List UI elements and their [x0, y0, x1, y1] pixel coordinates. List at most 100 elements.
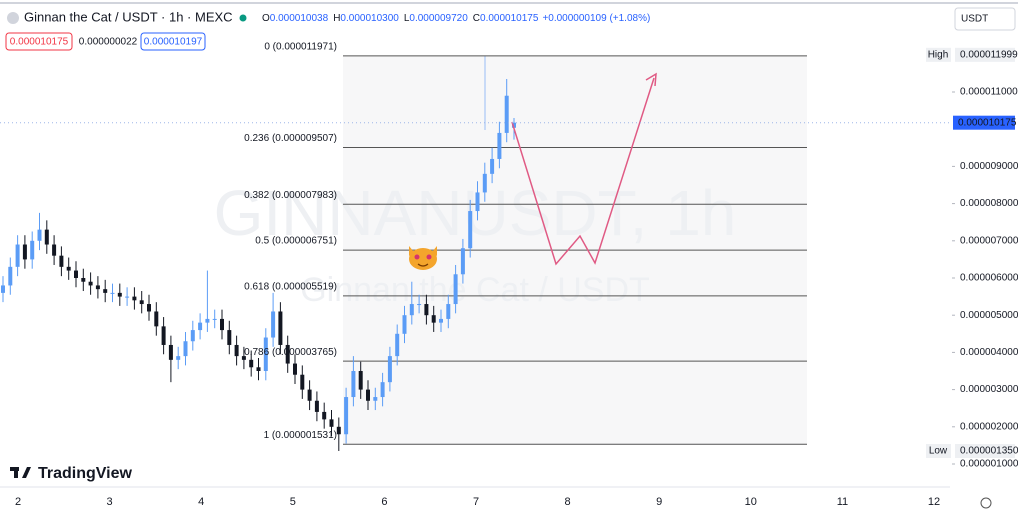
- price-tick-label: 0.000005000: [960, 310, 1018, 321]
- watermark-title: GINNANUSDT, 1h: [214, 177, 737, 249]
- price-tick-label: 0.000008000: [960, 198, 1018, 209]
- candle-body: [227, 330, 232, 345]
- logo-text: TradingView: [38, 465, 133, 482]
- time-label: 10: [745, 496, 757, 508]
- candle-body: [468, 211, 473, 249]
- ohlc-key: C: [473, 13, 480, 24]
- candle-body: [220, 318, 224, 331]
- candle-body: [373, 397, 378, 401]
- ohlc-key: O: [262, 13, 270, 24]
- candle-body: [344, 397, 349, 435]
- ohlc-change: +0.000000109 (+1.08%): [542, 13, 650, 24]
- ohlc-value: 0.000009720: [409, 13, 468, 24]
- candle-body: [1, 285, 5, 293]
- settings-icon[interactable]: [980, 497, 992, 509]
- candle-body: [176, 356, 181, 360]
- candle-body: [117, 292, 122, 297]
- watermark-subtitle: Ginnan the Cat / USDT: [300, 271, 650, 309]
- currency: USDT: [961, 14, 988, 25]
- time-label: 12: [928, 496, 940, 508]
- price-tick-label: 0.000011000: [960, 87, 1018, 98]
- price-tick-label: 0.000006000: [960, 273, 1018, 284]
- price-tick-label: 0.000007000: [960, 235, 1018, 246]
- cat-icon: [409, 246, 437, 270]
- candle-body: [81, 278, 86, 282]
- projection-path: [511, 77, 655, 266]
- spread: 0.000000022: [79, 37, 138, 48]
- candle-body: [351, 371, 356, 398]
- time-label: 6: [381, 496, 387, 508]
- high-name-box: [926, 47, 951, 62]
- candle-body: [249, 359, 254, 368]
- candle-body: [490, 158, 495, 174]
- price-tick-label: 0.000002000: [960, 421, 1018, 432]
- market-status: [239, 14, 247, 22]
- fib-label: 1 (0.000001531): [264, 430, 337, 441]
- candle-body: [168, 344, 173, 360]
- candle-body: [366, 389, 370, 401]
- candle-body: [44, 229, 49, 245]
- candle-body: [132, 296, 137, 301]
- candle-body: [22, 244, 27, 260]
- candle-body: [256, 367, 261, 371]
- buy-button[interactable]: [140, 32, 206, 51]
- candle-body: [460, 248, 465, 275]
- low-value: 0.000001350: [960, 446, 1018, 457]
- arrow-head: [645, 72, 657, 87]
- candle-body: [198, 322, 203, 331]
- candle-body: [183, 341, 188, 357]
- candle-body: [147, 304, 151, 312]
- low-name: Low: [929, 446, 948, 457]
- candle-body: [190, 330, 195, 342]
- candle-body: [380, 382, 385, 398]
- sell-button[interactable]: [5, 32, 73, 51]
- candle-body: [30, 240, 35, 260]
- candle-body: [154, 311, 159, 327]
- candle-body: [300, 374, 305, 390]
- candle-body: [293, 363, 297, 375]
- price-tick-label: 0.000003000: [960, 384, 1018, 395]
- candle-body: [161, 326, 166, 345]
- candle-body: [88, 281, 93, 286]
- candle-body: [439, 318, 443, 323]
- fib-label: 0.382 (0.000007983): [244, 190, 337, 201]
- candle-body: [329, 419, 334, 427]
- high-value: 0.000011999: [960, 49, 1018, 60]
- candle-body: [212, 318, 217, 320]
- time-label: 4: [198, 496, 204, 508]
- candle-body: [314, 400, 319, 412]
- candle-body: [15, 244, 20, 267]
- time-label: 5: [290, 496, 296, 508]
- time-label: 3: [107, 496, 113, 508]
- candle-body: [66, 266, 71, 271]
- time-label: 8: [565, 496, 571, 508]
- ohlc-value: 0.000010175: [480, 13, 539, 24]
- fib-label: 0.618 (0.000005519): [244, 282, 337, 293]
- fib-label: 0.5 (0.000006751): [255, 236, 337, 247]
- candle-body: [52, 244, 57, 256]
- candle-body: [271, 311, 276, 338]
- candle-body: [417, 304, 422, 306]
- currency-select[interactable]: [954, 7, 1016, 31]
- candle-body: [37, 229, 42, 241]
- price-tick-label: 0.000009000: [960, 161, 1018, 172]
- candle-body: [74, 270, 78, 278]
- candle-body: [8, 266, 13, 286]
- candle-body: [103, 289, 108, 293]
- candle-body: [402, 315, 407, 334]
- ohlc-value: 0.000010038: [270, 13, 329, 24]
- candle-body: [497, 132, 502, 159]
- candle-body: [241, 356, 246, 360]
- sell-price: 0.000010175: [10, 37, 69, 48]
- price-tick-label: 0.000004000: [960, 347, 1018, 358]
- time-label: 7: [473, 496, 479, 508]
- candle-body: [395, 333, 400, 357]
- candle-body: [387, 356, 392, 383]
- candle-body: [125, 296, 130, 298]
- high-name: High: [928, 49, 949, 60]
- symbol-icon: [7, 12, 19, 24]
- candle-body: [263, 337, 268, 371]
- candle-body: [110, 292, 115, 294]
